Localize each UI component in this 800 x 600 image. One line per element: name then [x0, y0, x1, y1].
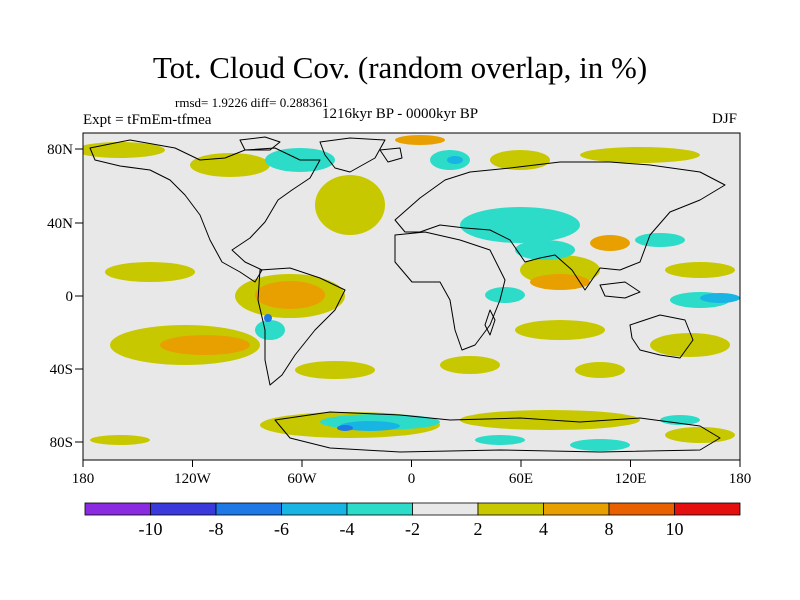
lon-ticks	[82, 460, 741, 467]
lat-ticks	[75, 148, 83, 443]
colorbar-label: -4	[340, 519, 355, 539]
lon-label-120e: 120E	[615, 471, 647, 487]
colorbar-swatch	[346, 502, 413, 516]
colorbar-swatch	[215, 502, 282, 516]
colorbar-labels: -10 -8 -6 -4 -2 2 4 8 10	[139, 519, 684, 539]
map-background	[83, 133, 740, 460]
colorbar-label: 10	[666, 519, 684, 539]
experiment-label: Expt = tFmEm-tfmea	[83, 112, 212, 128]
colorbar-swatch	[412, 502, 479, 516]
colorbar-label: 2	[474, 519, 483, 539]
lat-label-80n: 80N	[47, 142, 73, 158]
colorbar-swatch	[608, 502, 675, 516]
lat-labels: 80N 40N 0 40S 80S	[47, 142, 73, 451]
lon-label-60e: 60E	[509, 471, 533, 487]
lon-label-180w: 180	[72, 471, 95, 487]
lon-labels: 180 120W 60W 0 60E 120E 180	[72, 471, 752, 487]
period-label: 1216kyr BP - 0000kyr BP	[322, 106, 479, 122]
negative-4-6-regions	[340, 156, 740, 431]
colorbar	[84, 502, 741, 516]
lat-label-40n: 40N	[47, 216, 73, 232]
lon-label-120w: 120W	[174, 471, 212, 487]
colorbar-swatch	[543, 502, 610, 516]
map-title: Tot. Cloud Cov. (random overlap, in %)	[152, 50, 648, 85]
colorbar-label: -2	[405, 519, 420, 539]
stats-label: rmsd= 1.9226 diff= 0.288361	[175, 95, 329, 110]
colorbar-label: -10	[139, 519, 163, 539]
colorbar-label: -6	[274, 519, 289, 539]
season-label: DJF	[712, 111, 738, 127]
lon-label-0: 0	[408, 471, 416, 487]
colorbar-label: 4	[539, 519, 548, 539]
colorbar-swatch	[281, 502, 348, 516]
lat-label-0: 0	[66, 289, 74, 305]
positive-2-4-regions	[83, 142, 735, 445]
positive-4-8-regions	[160, 135, 630, 355]
lon-label-180e: 180	[729, 471, 752, 487]
colorbar-label: -8	[209, 519, 224, 539]
anomaly-field	[83, 133, 740, 460]
colorbar-swatch	[674, 502, 741, 516]
coastlines	[89, 136, 726, 453]
negative-6-8-regions	[264, 314, 353, 431]
colorbar-label: 8	[605, 519, 614, 539]
lat-label-80s: 80S	[50, 435, 73, 451]
lon-label-60w: 60W	[287, 471, 317, 487]
colorbar-swatch	[84, 502, 151, 516]
lat-label-40s: 40S	[50, 362, 73, 378]
colorbar-swatch	[477, 502, 544, 516]
colorbar-swatch	[150, 502, 217, 516]
